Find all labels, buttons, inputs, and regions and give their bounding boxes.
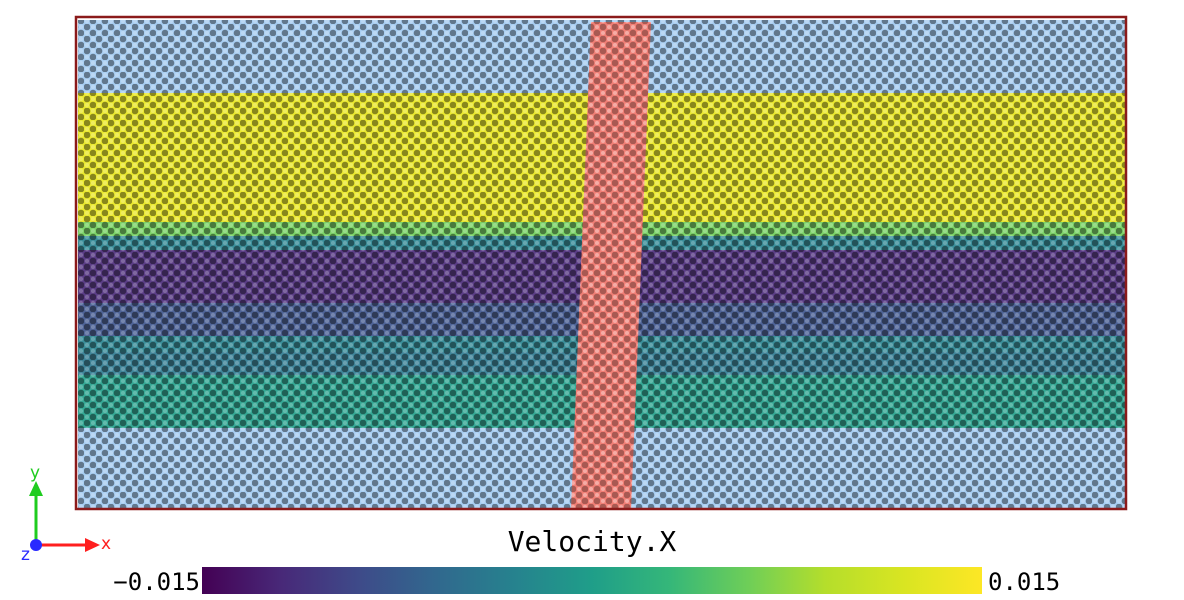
z-axis-label: z [21,545,30,565]
x-axis-label: x [101,534,112,554]
indenter-tool [571,22,651,510]
z-axis-dot [30,539,42,551]
indenter-tool-atoms [571,22,651,510]
axis-triad [29,481,100,552]
y-axis-label: y [30,463,41,483]
simulation-box-outline [74,15,1128,511]
x-axis-arrowhead [85,538,100,552]
y-axis-arrowhead [29,481,43,496]
colorbar-min-label: −0.015 [113,568,200,596]
colorbar-max-label: 0.015 [988,568,1061,596]
colorbar-title: Velocity.X [507,525,677,558]
colorbar-gradient [202,567,982,594]
